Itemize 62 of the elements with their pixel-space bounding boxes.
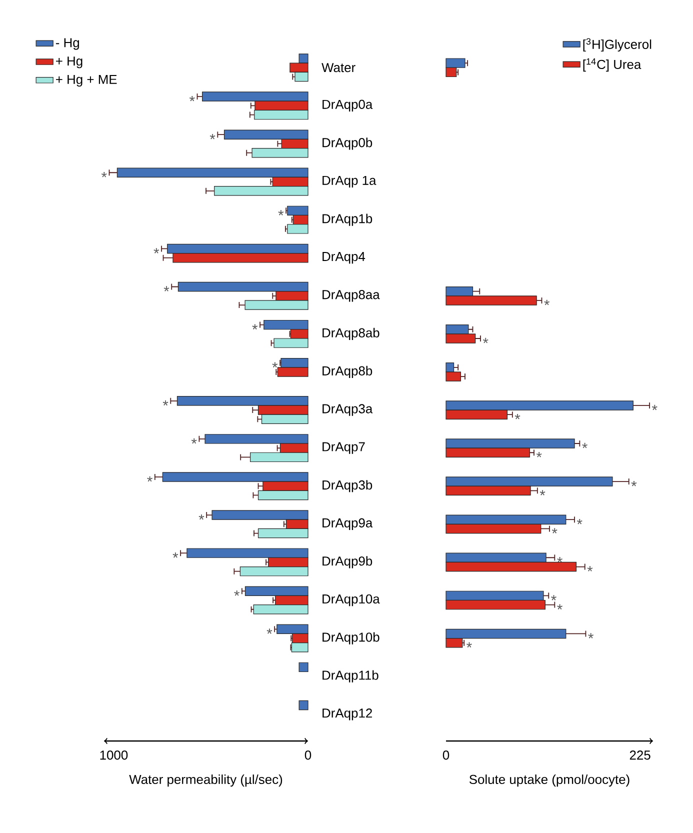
data-label: *: [466, 642, 472, 648]
legend-label: [$^{14}$C] Urea: [583, 58, 642, 72]
data-label: *: [272, 362, 278, 368]
data-label: *: [101, 172, 107, 178]
data-label: *: [587, 566, 593, 572]
data-label: *: [557, 557, 562, 562]
data-label: *: [631, 480, 637, 486]
y-tick-label: DrAqp0b: [322, 138, 372, 150]
data-label: *: [191, 438, 197, 444]
data-label: *: [147, 476, 152, 482]
data-label: *: [588, 633, 594, 638]
data-label: *: [210, 134, 216, 140]
y-tick-label: DrAqp0a: [322, 100, 373, 112]
legend-label: + Hg: [56, 56, 82, 68]
y-tick-label: DrAqp10a: [322, 594, 380, 606]
data-label: *: [172, 552, 178, 558]
data-label: *: [266, 628, 272, 634]
y-tick-label: DrAqp8aa: [322, 290, 380, 302]
y-tick-label: DrAqp10b: [322, 632, 380, 644]
x-tick-label: 0: [304, 750, 312, 760]
y-tick-label: DrAqp3a: [322, 404, 373, 416]
data-label: *: [198, 514, 204, 520]
legend-label: - Hg: [56, 38, 80, 50]
bar: [298, 662, 308, 672]
y-tick-label: DrAqp8ab: [322, 328, 380, 340]
data-label: *: [576, 519, 582, 524]
y-tick-label: DrAqp11b: [322, 670, 378, 682]
x-tick-label: 225: [630, 750, 650, 760]
y-tick-label: DrAqp12: [322, 708, 372, 720]
y-tick-label: DrAqp 1a: [322, 176, 376, 188]
data-label: *: [482, 338, 488, 344]
data-label: *: [551, 595, 556, 600]
data-label: *: [234, 590, 240, 596]
y-tick-label: Water: [322, 63, 356, 72]
data-label: *: [154, 248, 160, 254]
x-tick-label: 1000: [100, 750, 128, 760]
data-label: *: [652, 404, 658, 410]
y-tick-label: DrAqp7: [322, 442, 365, 454]
data-label: *: [189, 96, 195, 102]
data-label: *: [514, 414, 520, 420]
legend-label: + Hg + ME: [56, 74, 117, 87]
data-label: *: [582, 442, 588, 448]
x-tick-label: 0: [442, 750, 450, 760]
y-tick-label: DrAqp4: [322, 252, 366, 264]
data-label: *: [162, 400, 168, 406]
x-axis-title: Solute uptake (pmol/oocyte): [469, 774, 630, 787]
y-tick-label: DrAqp3b: [322, 480, 372, 492]
data-label: *: [552, 528, 558, 534]
x-axis-title: Water permeability (µl/sec): [129, 774, 282, 787]
y-tick-label: DrAqp8b: [322, 366, 372, 378]
data-label: *: [164, 286, 170, 292]
legend-label: [$^{3}$H]Glycerol: [583, 38, 652, 52]
data-label: *: [557, 604, 562, 610]
data-label: *: [536, 452, 542, 458]
y-tick-label: DrAqp1b: [322, 214, 372, 226]
y-tick-label: DrAqp9a: [322, 518, 373, 530]
y-tick-label: DrAqp9b: [322, 556, 372, 568]
bar: [298, 700, 308, 710]
data-label: *: [278, 210, 284, 216]
data-label: *: [540, 490, 546, 496]
data-label: *: [544, 300, 550, 306]
data-label: *: [252, 324, 258, 330]
